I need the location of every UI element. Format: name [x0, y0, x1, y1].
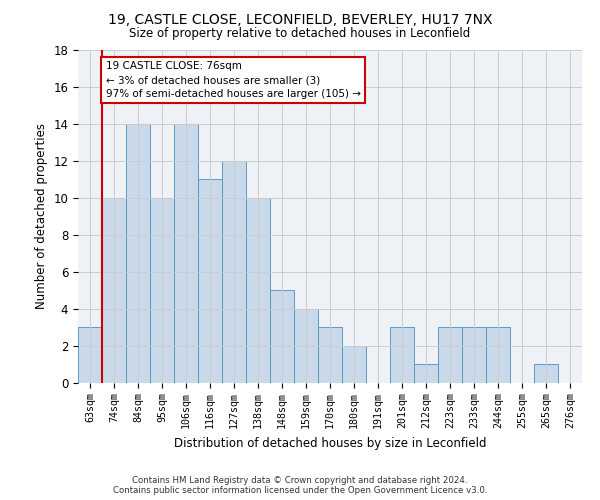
Bar	[534, 364, 558, 382]
Bar	[294, 308, 318, 382]
Bar	[486, 327, 510, 382]
Bar	[126, 124, 150, 382]
Bar	[246, 198, 270, 382]
Bar	[270, 290, 294, 382]
Text: 19 CASTLE CLOSE: 76sqm
← 3% of detached houses are smaller (3)
97% of semi-detac: 19 CASTLE CLOSE: 76sqm ← 3% of detached …	[106, 61, 361, 99]
X-axis label: Distribution of detached houses by size in Leconfield: Distribution of detached houses by size …	[174, 436, 486, 450]
Text: Size of property relative to detached houses in Leconfield: Size of property relative to detached ho…	[130, 28, 470, 40]
Text: Contains HM Land Registry data © Crown copyright and database right 2024.
Contai: Contains HM Land Registry data © Crown c…	[113, 476, 487, 495]
Bar	[414, 364, 438, 382]
Bar	[174, 124, 198, 382]
Bar	[222, 161, 246, 382]
Bar	[318, 327, 342, 382]
Text: 19, CASTLE CLOSE, LECONFIELD, BEVERLEY, HU17 7NX: 19, CASTLE CLOSE, LECONFIELD, BEVERLEY, …	[108, 12, 492, 26]
Bar	[462, 327, 486, 382]
Bar	[198, 180, 222, 382]
Bar	[438, 327, 462, 382]
Y-axis label: Number of detached properties: Number of detached properties	[35, 123, 48, 309]
Bar	[78, 327, 102, 382]
Bar	[342, 346, 366, 383]
Bar	[102, 198, 126, 382]
Bar	[150, 198, 174, 382]
Bar	[390, 327, 414, 382]
